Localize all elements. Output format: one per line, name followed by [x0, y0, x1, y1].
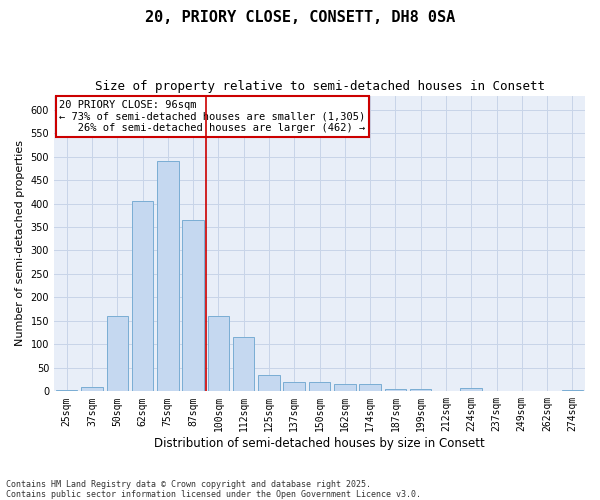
Bar	[410, 389, 431, 392]
Bar	[157, 162, 179, 392]
Bar	[56, 390, 77, 392]
Bar	[182, 220, 204, 392]
Bar	[132, 201, 153, 392]
Bar	[359, 384, 381, 392]
Bar	[562, 390, 583, 392]
Bar	[233, 338, 254, 392]
Bar	[334, 384, 356, 392]
Text: 20 PRIORY CLOSE: 96sqm
← 73% of semi-detached houses are smaller (1,305)
   26% : 20 PRIORY CLOSE: 96sqm ← 73% of semi-det…	[59, 100, 365, 133]
Bar	[81, 386, 103, 392]
Bar	[107, 316, 128, 392]
Bar	[309, 382, 330, 392]
Text: 20, PRIORY CLOSE, CONSETT, DH8 0SA: 20, PRIORY CLOSE, CONSETT, DH8 0SA	[145, 10, 455, 25]
Bar	[208, 316, 229, 392]
Title: Size of property relative to semi-detached houses in Consett: Size of property relative to semi-detach…	[95, 80, 545, 93]
Bar	[385, 389, 406, 392]
Text: Contains HM Land Registry data © Crown copyright and database right 2025.
Contai: Contains HM Land Registry data © Crown c…	[6, 480, 421, 499]
Bar	[283, 382, 305, 392]
Bar	[460, 388, 482, 392]
X-axis label: Distribution of semi-detached houses by size in Consett: Distribution of semi-detached houses by …	[154, 437, 485, 450]
Y-axis label: Number of semi-detached properties: Number of semi-detached properties	[15, 140, 25, 346]
Bar	[258, 375, 280, 392]
